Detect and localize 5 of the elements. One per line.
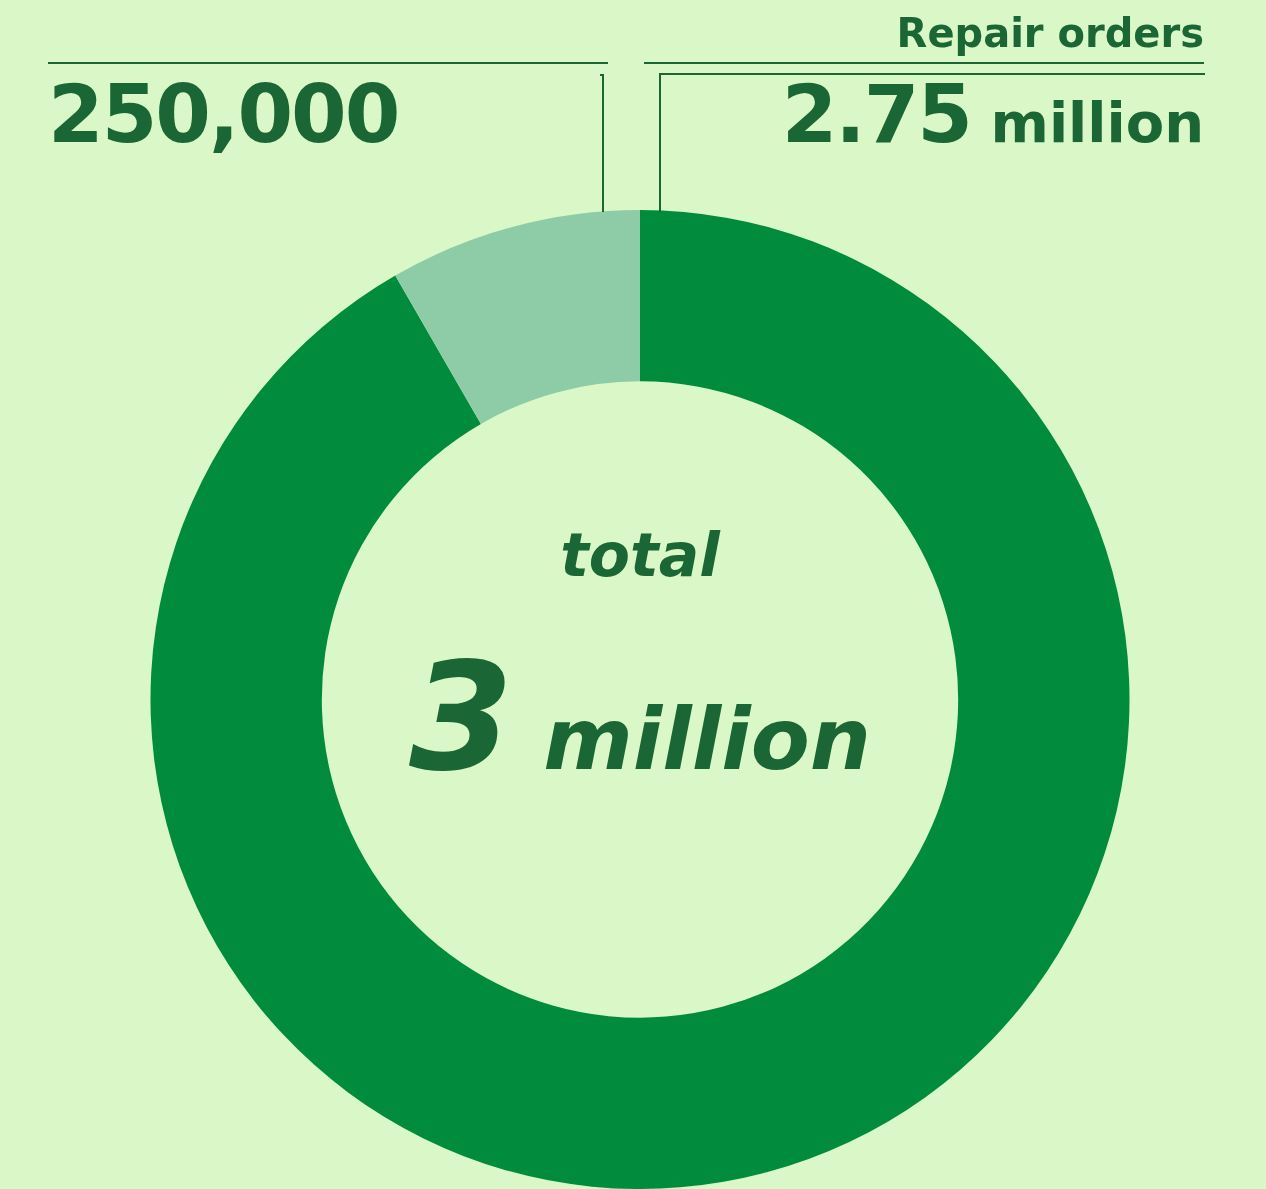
text: total: [559, 520, 722, 590]
slice-label: Repair orders: [895, 10, 1204, 58]
data-label: 2.75 million: [781, 68, 1204, 161]
text: 3 million: [408, 630, 872, 804]
data-label: 250,000: [48, 68, 399, 161]
